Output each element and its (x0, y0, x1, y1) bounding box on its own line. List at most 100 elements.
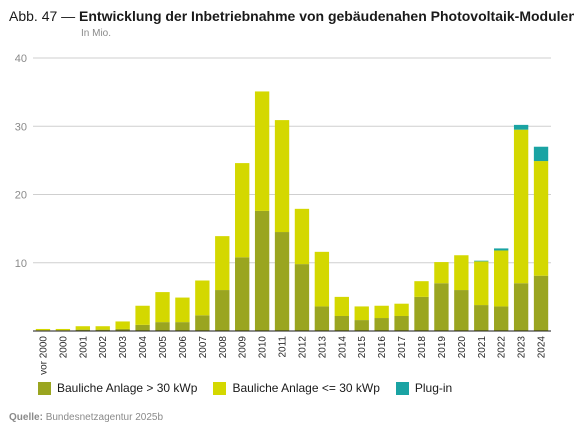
bar-segment-series-2 (513, 129, 529, 284)
y-tick-label: 20 (15, 190, 27, 202)
x-tick-label: 2007 (198, 336, 209, 359)
x-tick-label: vor 2000 (38, 336, 49, 375)
bar-segment-series-2 (354, 306, 369, 321)
bar-segment-series-2 (135, 305, 150, 325)
y-tick-label: 30 (15, 121, 27, 133)
legend-label: Bauliche Anlage > 30 kWp (57, 381, 198, 395)
bar-segment-series-2 (254, 91, 270, 211)
chart-title: Abb. 47 — Entwicklung der Inbetriebnahme… (9, 8, 574, 24)
x-tick-label: 2010 (258, 336, 269, 359)
bar-segment-series-3 (474, 260, 489, 262)
bar-segment-series-2 (533, 161, 549, 276)
bar-segment-series-1 (454, 290, 469, 331)
x-axis-labels: vor 2000 2000 2001 2002 2003 2004 2005 2006 2007… (38, 336, 547, 375)
x-tick-label: 2009 (238, 336, 249, 359)
x-tick-label: 2006 (178, 336, 189, 359)
bar-segment-series-1 (235, 257, 250, 331)
bar-segment-series-2 (235, 163, 250, 258)
bar-segment-series-2 (75, 326, 90, 330)
unit-label: In Mio. (81, 28, 112, 39)
x-tick-label: 2015 (357, 336, 368, 359)
x-tick-label: 2022 (497, 336, 508, 359)
bar-segment-series-1 (374, 318, 389, 331)
figure-number: Abb. 47 — (9, 8, 76, 24)
bar-segment-series-1 (95, 329, 110, 331)
bar-segment-series-1 (533, 275, 549, 331)
legend-swatch (38, 381, 51, 395)
bar-segment-series-1 (414, 296, 429, 331)
source-note: Quelle: Bundesnetzagentur 2025b (9, 412, 163, 423)
stacked-bar-chart: 10 20 30 40 vor 2000 2000 2001 2002 2003 2004 200… (15, 53, 551, 375)
legend-label: Bauliche Anlage <= 30 kWp (232, 381, 380, 395)
x-tick-label: 2016 (377, 336, 388, 359)
bar-segment-series-1 (254, 210, 270, 331)
bar-segment-series-2 (474, 261, 489, 306)
y-axis-labels: 10 20 30 40 (15, 53, 27, 270)
x-tick-label: 2023 (517, 336, 528, 359)
x-tick-label: 2014 (337, 336, 348, 359)
x-tick-label: 2012 (297, 336, 308, 359)
bar-segment-series-2 (35, 328, 51, 331)
x-tick-label: 2000 (58, 336, 69, 359)
legend-item: Plug-in (395, 381, 453, 395)
bar-segment-series-1 (75, 329, 90, 331)
bar-segment-series-2 (95, 326, 110, 330)
bar-segment-series-1 (474, 305, 489, 331)
bar-segment-series-2 (434, 262, 449, 284)
bar-segment-series-2 (55, 328, 71, 331)
bar-segment-series-1 (135, 324, 150, 331)
x-tick-label: 2004 (138, 336, 149, 359)
x-tick-label: 2001 (78, 336, 89, 359)
legend-swatch (213, 381, 227, 395)
x-tick-label: 2005 (158, 336, 169, 359)
bar-segment-series-3 (513, 124, 529, 130)
bar-segment-series-1 (115, 328, 130, 331)
bar-segment-series-1 (155, 322, 170, 331)
bar-segment-series-1 (195, 315, 210, 331)
legend-label: Plug-in (414, 381, 453, 395)
bar-segment-series-2 (334, 296, 349, 316)
y-tick-label: 10 (15, 258, 27, 270)
bar-segment-series-1 (354, 320, 369, 331)
bar-segment-series-1 (434, 283, 449, 331)
bar-segment-series-2 (195, 280, 210, 316)
bar-segment-series-1 (494, 306, 509, 331)
x-tick-label: 2008 (218, 336, 229, 359)
bar-segment-series-2 (215, 236, 230, 291)
x-tick-label: 2019 (437, 336, 448, 359)
bars (35, 91, 549, 331)
bar-segment-series-2 (414, 281, 429, 297)
bar-segment-series-2 (155, 292, 170, 323)
figure-title: Entwicklung der Inbetriebnahme von gebäu… (79, 8, 574, 24)
bar-segment-series-1 (334, 315, 349, 331)
bar-segment-series-1 (314, 306, 330, 331)
x-tick-label: 2020 (457, 336, 468, 359)
bar-segment-series-2 (494, 250, 509, 307)
bar-segment-series-1 (175, 322, 190, 331)
bar-segment-series-1 (294, 264, 310, 331)
bar-segment-series-2 (274, 120, 290, 233)
legend-item: Bauliche Anlage <= 30 kWp (213, 381, 380, 395)
bar-segment-series-2 (294, 208, 310, 265)
x-tick-label: 2011 (278, 336, 289, 358)
legend: Bauliche Anlage > 30 kWp Bauliche Anlage… (38, 381, 468, 395)
bar-segment-series-2 (374, 305, 389, 319)
bar-segment-series-2 (394, 303, 409, 316)
bar-segment-series-3 (494, 248, 509, 251)
bar-segment-series-1 (513, 283, 529, 331)
legend-item: Bauliche Anlage > 30 kWp (38, 381, 197, 395)
bar-segment-series-1 (215, 290, 230, 331)
x-tick-label: 2018 (417, 336, 428, 359)
x-tick-label: 2024 (537, 336, 548, 359)
x-tick-label: 2017 (397, 336, 408, 359)
x-tick-label: 2003 (118, 336, 129, 359)
legend-swatch (395, 381, 409, 395)
bar-segment-series-3 (533, 146, 549, 162)
bar-segment-series-2 (314, 251, 330, 307)
x-tick-label: 2013 (317, 336, 328, 359)
gridlines (33, 57, 551, 264)
bar-segment-series-2 (454, 255, 469, 291)
source-label: Quelle: (9, 412, 43, 423)
bar-segment-series-1 (394, 315, 409, 331)
bar-segment-series-1 (274, 232, 290, 331)
